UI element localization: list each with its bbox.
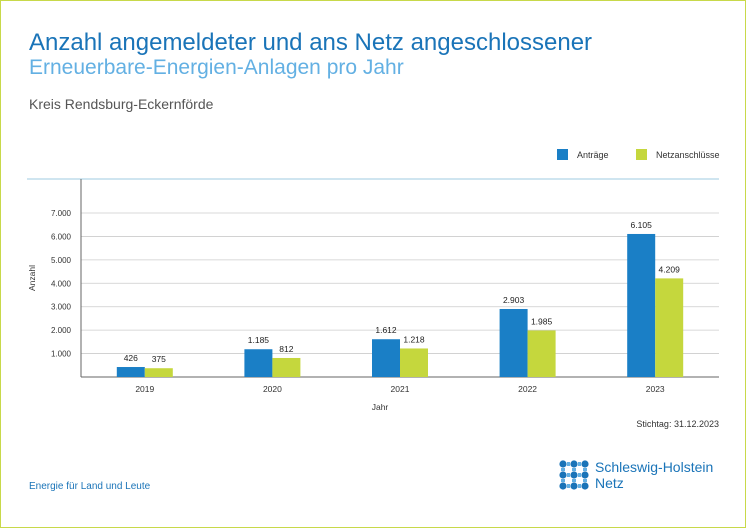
bar-chart: 1.000 2.000 3.000 4.000 5.000 6.000 7.000 426 37… (27, 178, 719, 412)
reference-date: Stichtag: 31.12.2023 (636, 419, 719, 429)
bar-antraege (372, 339, 400, 377)
bar-antraege (116, 367, 145, 377)
y-tick-label: 4.000 (51, 279, 72, 288)
bar-antraege (244, 349, 273, 377)
logo-text-line1: Schleswig-Holstein (595, 459, 714, 475)
legend-swatch-netzanschluesse (636, 149, 647, 160)
data-label-netzanschluesse: 375 (152, 354, 166, 364)
y-tick-label: 2.000 (51, 326, 72, 335)
data-label-netzanschluesse: 812 (279, 344, 293, 354)
bar-netzanschluesse (272, 357, 301, 377)
data-label-netzanschluesse: 4.209 (659, 264, 681, 274)
company-tagline: Energie für Land und Leute (29, 481, 151, 492)
bar-netzanschluesse (144, 368, 173, 377)
chart-legend: Anträge Netzanschlüsse (1, 149, 746, 165)
logo-grid-icon (559, 460, 589, 490)
logo-text-line2: Netz (595, 475, 624, 491)
x-tick-label: 2023 (646, 384, 665, 394)
logo-text: Schleswig-Holstein Netz (595, 459, 713, 491)
legend-label-antraege: Anträge (577, 149, 609, 160)
data-label-antraege: 1.185 (248, 335, 270, 345)
bar-netzanschluesse (655, 278, 684, 377)
data-label-antraege: 2.903 (503, 295, 525, 305)
y-tick-label: 3.000 (51, 303, 72, 312)
y-tick-label: 7.000 (51, 209, 72, 218)
legend-swatch-antraege (557, 149, 568, 160)
region-subtitle: Kreis Rendsburg-Eckernförde (29, 96, 214, 112)
bar-netzanschluesse (400, 348, 428, 377)
data-label-netzanschluesse: 1.218 (403, 334, 425, 344)
legend-item-antraege: Anträge (557, 149, 609, 160)
y-tick-label: 6.000 (51, 232, 72, 241)
legend-item-netzanschluesse: Netzanschlüsse (636, 149, 720, 160)
page-title: Anzahl angemeldeter und ans Netz angesch… (29, 29, 593, 56)
bar-antraege (499, 308, 528, 377)
legend-label-netzanschluesse: Netzanschlüsse (656, 149, 720, 160)
bar-netzanschluesse (527, 330, 556, 377)
y-tick-label: 5.000 (51, 256, 72, 265)
x-tick-label: 2022 (518, 384, 537, 394)
y-tick-label: 1.000 (51, 350, 72, 359)
company-logo: Schleswig-Holstein Netz (558, 459, 728, 493)
data-label-antraege: 6.105 (631, 220, 653, 230)
bar-antraege (627, 233, 656, 377)
page-title-secondary: Erneuerbare-Energien-Anlagen pro Jahr (29, 56, 404, 79)
data-label-netzanschluesse: 1.985 (531, 316, 553, 326)
x-tick-label: 2020 (263, 384, 282, 394)
x-tick-label: 2021 (391, 384, 410, 394)
x-axis-title: Jahr (372, 402, 389, 412)
y-axis-title: Anzahl (27, 265, 37, 291)
data-label-antraege: 426 (124, 353, 138, 363)
x-tick-label: 2019 (135, 384, 154, 394)
data-label-antraege: 1.612 (375, 325, 397, 335)
